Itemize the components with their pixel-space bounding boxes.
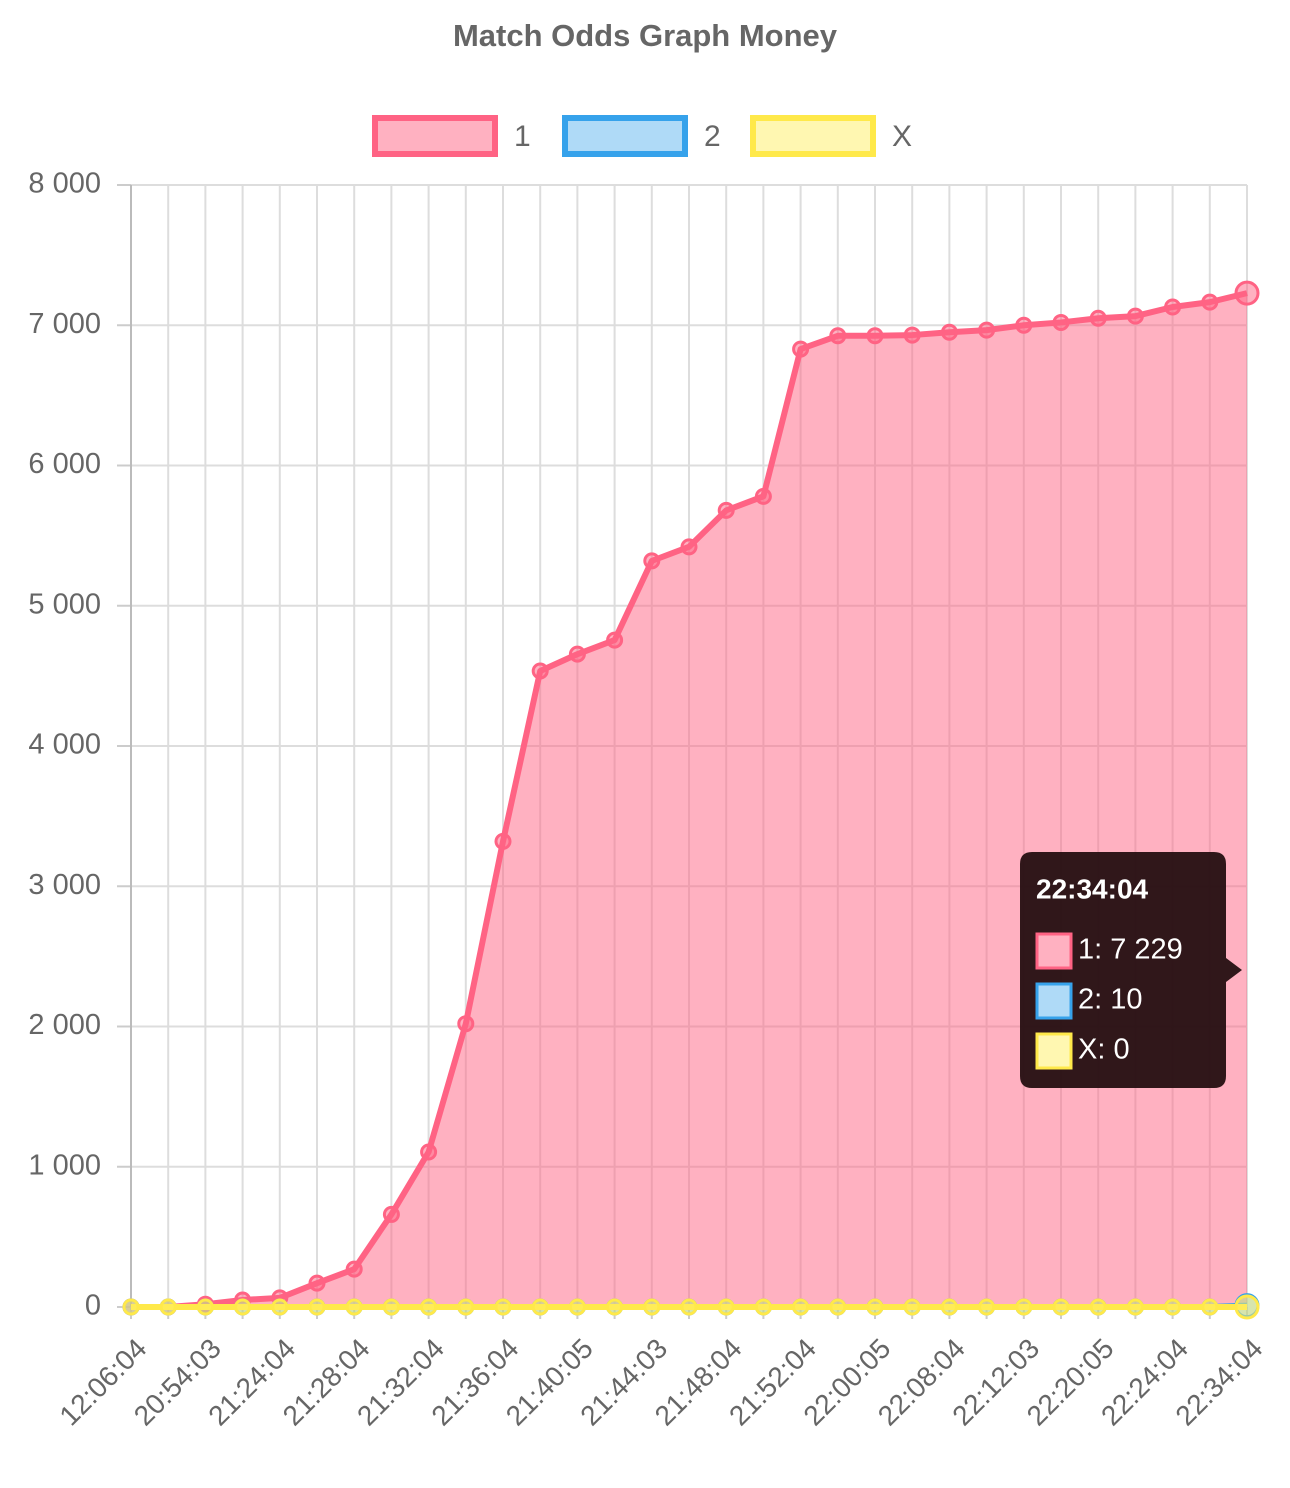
data-point: [1052, 313, 1070, 331]
data-point: [1015, 316, 1033, 334]
data-point: [1089, 309, 1107, 327]
y-tick-label: 6 000: [28, 448, 101, 480]
legend-label: 1: [514, 120, 531, 153]
data-point: [1201, 293, 1219, 311]
legend-swatch: [562, 115, 688, 157]
data-point: [1052, 1298, 1070, 1316]
data-point: [1164, 298, 1182, 316]
data-point: [345, 1298, 363, 1316]
data-point: [382, 1205, 400, 1223]
tooltip-item: X: 0: [1078, 1034, 1130, 1066]
data-point: [978, 1298, 996, 1316]
data-point: [345, 1260, 363, 1278]
data-point: [1089, 1298, 1107, 1316]
data-point: [1126, 1298, 1144, 1316]
y-tick-label: 5 000: [28, 588, 101, 620]
tooltip-item: 1: 7 229: [1078, 934, 1183, 966]
y-tick-label: 3 000: [28, 869, 101, 901]
data-point: [531, 1298, 549, 1316]
data-point: [196, 1298, 214, 1316]
data-point: [568, 645, 586, 663]
data-point: [568, 1298, 586, 1316]
data-point: [1201, 1298, 1219, 1316]
data-point: [271, 1298, 289, 1316]
data-point: [531, 662, 549, 680]
data-point: [1015, 1298, 1033, 1316]
data-point: [1234, 280, 1260, 306]
tooltip-swatch: [1035, 1032, 1073, 1070]
data-point: [308, 1298, 326, 1316]
data-point: [866, 327, 884, 345]
data-point: [606, 1298, 624, 1316]
data-point: [494, 832, 512, 850]
data-point: [234, 1298, 252, 1316]
data-point: [308, 1274, 326, 1292]
data-point: [829, 1298, 847, 1316]
data-point: [606, 631, 624, 649]
chart-title: Match Odds Graph Money: [453, 18, 838, 53]
legend-swatch: [750, 115, 876, 157]
data-point: [792, 340, 810, 358]
data-point: [940, 323, 958, 341]
data-point: [643, 1298, 661, 1316]
data-point: [1234, 1294, 1260, 1320]
data-point: [680, 538, 698, 556]
data-point: [457, 1015, 475, 1033]
data-point: [717, 501, 735, 519]
data-point: [1164, 1298, 1182, 1316]
legend-label: X: [892, 120, 912, 153]
data-point: [122, 1298, 140, 1316]
legend-swatch: [372, 115, 498, 157]
data-point: [159, 1298, 177, 1316]
y-tick-label: 4 000: [28, 729, 101, 761]
data-point: [680, 1298, 698, 1316]
data-point: [903, 326, 921, 344]
tooltip: 22:34:04 1: 7 229 2: 10 X: 0: [1020, 852, 1242, 1088]
tooltip-swatch: [1035, 932, 1073, 970]
data-point: [457, 1298, 475, 1316]
data-point: [1126, 307, 1144, 325]
data-point: [940, 1298, 958, 1316]
tooltip-box: [1020, 852, 1242, 1088]
tooltip-title: 22:34:04: [1036, 873, 1149, 904]
data-point: [903, 1298, 921, 1316]
data-point: [829, 327, 847, 345]
data-point: [420, 1143, 438, 1161]
data-point: [866, 1298, 884, 1316]
data-point: [494, 1298, 512, 1316]
data-point: [382, 1298, 400, 1316]
tooltip-swatch: [1035, 982, 1073, 1020]
data-point: [754, 487, 772, 505]
tooltip-item: 2: 10: [1078, 984, 1143, 1016]
data-point: [643, 552, 661, 570]
y-tick-label: 8 000: [28, 168, 101, 200]
data-point: [420, 1298, 438, 1316]
data-point: [717, 1298, 735, 1316]
data-point: [978, 321, 996, 339]
data-point: [754, 1298, 772, 1316]
y-tick-label: 1 000: [28, 1149, 101, 1181]
y-tick-label: 0: [85, 1290, 101, 1322]
legend-label: 2: [704, 120, 721, 153]
data-point: [792, 1298, 810, 1316]
y-tick-label: 7 000: [28, 308, 101, 340]
series-area: [131, 293, 1247, 1307]
tooltip-swatch: [1037, 984, 1071, 1018]
y-tick-label: 2 000: [28, 1009, 101, 1041]
